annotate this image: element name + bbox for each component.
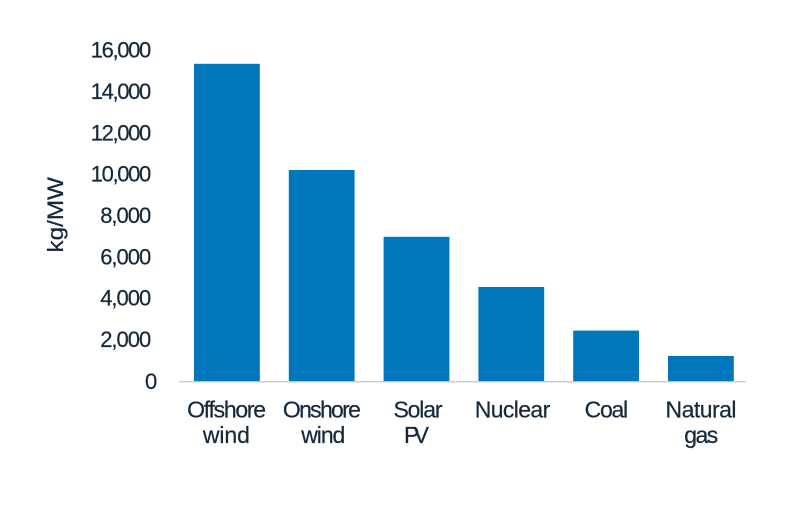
svg-text:gas: gas bbox=[684, 422, 718, 448]
svg-text:14,000: 14,000 bbox=[91, 79, 152, 104]
svg-text:12,000: 12,000 bbox=[91, 120, 152, 145]
svg-text:kg/MW: kg/MW bbox=[43, 177, 68, 253]
svg-text:16,000: 16,000 bbox=[91, 38, 152, 63]
svg-text:8,000: 8,000 bbox=[100, 203, 151, 228]
svg-text:Coal: Coal bbox=[585, 397, 629, 423]
svg-text:4,000: 4,000 bbox=[100, 286, 151, 311]
svg-text:0: 0 bbox=[145, 369, 157, 394]
svg-text:10,000: 10,000 bbox=[91, 162, 152, 187]
svg-text:6,000: 6,000 bbox=[100, 244, 151, 269]
svg-text:2,000: 2,000 bbox=[100, 327, 151, 352]
svg-text:Offshore: Offshore bbox=[187, 397, 266, 423]
svg-text:wind: wind bbox=[202, 422, 250, 448]
svg-text:Onshore: Onshore bbox=[283, 397, 361, 423]
svg-text:PV: PV bbox=[404, 422, 430, 448]
svg-text:Nuclear: Nuclear bbox=[475, 397, 551, 423]
svg-text:Natural: Natural bbox=[666, 397, 737, 423]
svg-text:Solar: Solar bbox=[394, 397, 443, 423]
svg-text:wind: wind bbox=[300, 422, 345, 448]
